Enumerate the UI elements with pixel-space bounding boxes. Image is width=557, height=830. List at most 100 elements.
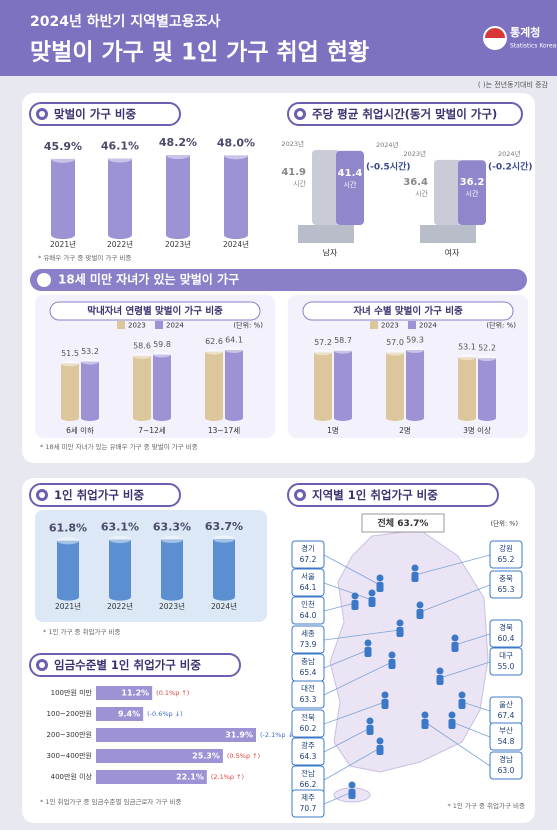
series-label: 2023년 [281,139,304,148]
bar-base [334,415,352,421]
person-icon [448,719,456,729]
bar [96,770,207,784]
region-name: 서울 [301,572,315,581]
bar [213,539,235,597]
header-title: 맞벌이 가구 및 1인 가구 취업 현황 [30,40,369,66]
chart-note: * 유배우 가구 중 맞벌이 가구 비중 [38,253,131,262]
value-label: 31.9% [225,731,253,740]
change-label: (-0.2시간) [488,161,532,173]
connector [419,584,491,613]
change-label: (-0.6%p ↓) [147,710,183,718]
region-value: 54.8 [498,737,515,746]
value-label: 63.1% [101,521,139,534]
x-tick-label: 2021년 [55,601,81,611]
bar [334,350,352,418]
series-label: 2024년 [376,140,399,149]
region-name: 광주 [301,740,315,750]
bar-cap [81,358,99,365]
desk [298,225,354,243]
x-tick-label: 2021년 [50,239,76,249]
person-icon [364,647,372,657]
bar [205,351,223,418]
x-tick-label: 남자 [323,249,338,258]
unit-label: (단위: %) [491,519,518,528]
x-tick-label: 2명 [399,425,411,435]
region-box [489,647,523,676]
value-label: 59.8 [153,340,171,349]
bar [406,350,424,418]
connector [323,791,353,805]
chart-subtitle: 막내자녀 연령별 맞벌이 가구 비중 [87,305,223,317]
x-tick-label: 2024년 [223,239,249,249]
legend-label: 2024 [419,322,437,330]
value-label: 61.8% [49,522,87,535]
person-icon [368,597,376,607]
series-label: 2023년 [403,149,426,158]
legend-label: 2023 [128,322,146,330]
header-band [0,0,557,76]
desk [420,225,476,243]
person-icon [376,745,384,755]
bar [96,686,153,700]
bar-base [61,415,79,421]
title-pill [287,483,499,507]
value-label: 63.7% [205,520,243,533]
subtitle-pill [302,301,514,321]
bar [336,150,364,225]
person-icon [351,600,359,610]
title-icon [39,662,45,668]
y-tick-label: 100~200만원 [47,709,92,718]
connector [323,554,381,586]
region-name: 경남 [499,754,513,764]
bar-base [314,415,332,421]
value-label: 41.9 [281,167,306,178]
value-label: 63.3% [153,520,191,533]
chart-note: * 1인 가구 중 취업가구 비중 [43,627,121,636]
bar-base [478,415,496,421]
region-value: 55.0 [498,662,515,671]
region-value: 60.4 [498,634,515,643]
value-label: 46.1% [101,139,139,152]
bar-cap [61,360,79,367]
bar-base [205,415,223,421]
value-label: 53.1 [458,343,476,352]
region-name: 인천 [301,599,315,609]
person-icon [411,572,419,582]
value-label: 48.0% [217,136,255,149]
legend-label: 2024 [166,322,184,330]
value-label: 36.4 [403,177,428,188]
value-label: 51.5 [61,349,79,358]
change-label: (-0.5시간) [366,161,410,173]
bar-cap [334,347,352,354]
logo-text-en: Statistics Korea [510,43,557,50]
bar [61,363,79,418]
region-value: 64.3 [300,752,317,761]
value-unit: 시간 [466,189,479,198]
region-name: 부산 [499,725,513,735]
bar-cap [166,151,190,159]
value-unit: 시간 [344,180,357,189]
connector [461,701,491,712]
x-tick-label: 2024년 [211,601,237,611]
region-name: 대전 [301,683,315,693]
bar-cap [205,348,223,355]
connector [323,649,369,669]
person-icon [448,711,456,719]
bar-base [81,415,99,421]
title-icon [39,492,45,498]
bar [434,159,462,225]
chart-title: 맞벌이 가구 비중 [54,107,136,121]
bar [312,150,340,225]
person-icon [458,691,466,699]
value-unit: 시간 [415,189,428,198]
value-label: 57.2 [314,338,332,347]
bar [478,358,496,418]
value-label: 41.4 [338,168,363,179]
x-tick-label: 여자 [445,248,460,258]
unit-label: (단위: %) [486,321,516,330]
value-label: 48.2% [159,136,197,149]
x-tick-label: 13~17세 [208,426,240,435]
region-value: 64.1 [300,583,317,592]
bar-cap [108,154,132,163]
region-box [489,751,523,780]
